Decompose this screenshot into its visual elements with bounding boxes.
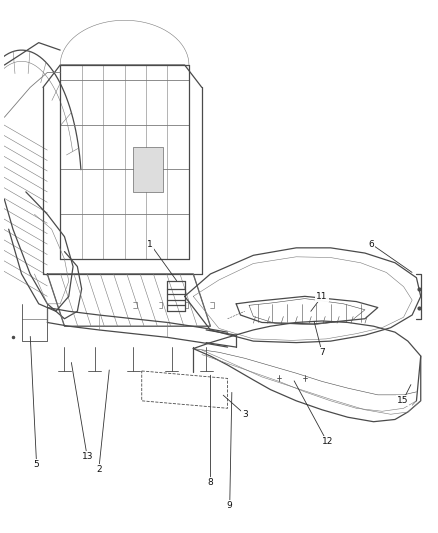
Text: 3: 3 [242, 410, 247, 419]
Text: 7: 7 [319, 348, 325, 357]
Text: 6: 6 [368, 240, 374, 248]
Text: 11: 11 [316, 292, 328, 301]
Text: 5: 5 [34, 460, 39, 469]
Text: 1: 1 [148, 240, 153, 248]
Text: 15: 15 [397, 397, 409, 405]
Bar [133, 147, 163, 192]
Text: 2: 2 [96, 465, 102, 474]
Text: 13: 13 [81, 453, 93, 461]
Text: 8: 8 [208, 479, 213, 487]
Text: 9: 9 [227, 501, 233, 510]
Text: 12: 12 [321, 438, 333, 446]
